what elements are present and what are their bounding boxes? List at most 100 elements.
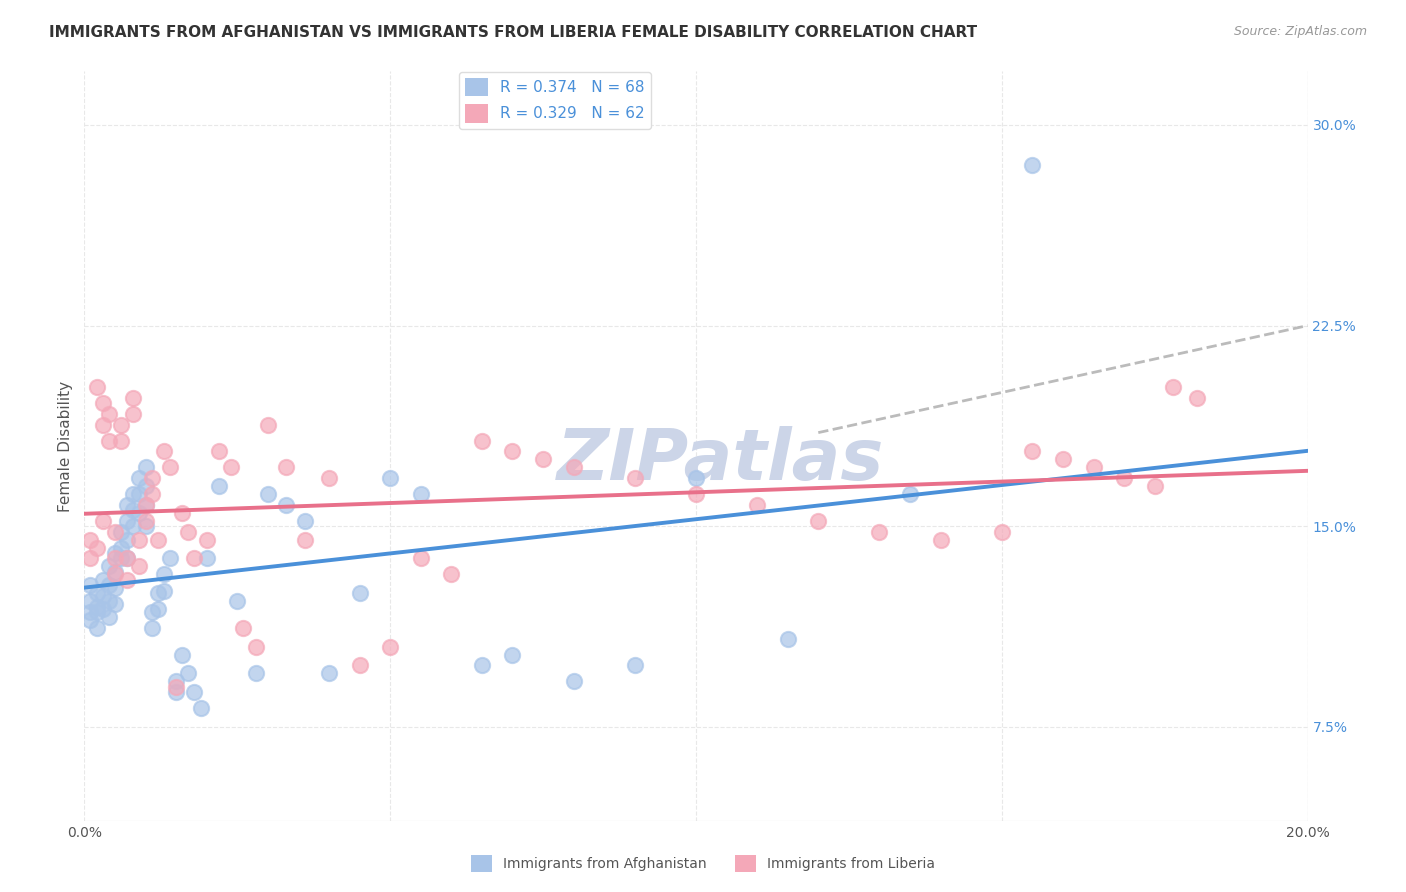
Point [91,396,114,410]
Point [141,605,163,619]
Point [122,519,145,533]
Point [531,452,554,467]
Point [747,498,769,512]
Point [86,599,108,614]
Point [409,551,432,566]
Point [276,498,298,512]
Point [1021,158,1043,172]
Point [172,506,194,520]
Point [183,551,205,566]
Point [318,471,340,485]
Point [128,471,150,485]
Point [135,460,157,475]
Point [502,648,524,662]
Point [349,658,371,673]
Text: ZIPatlas: ZIPatlas [557,426,884,495]
Point [1021,444,1043,458]
Point [177,666,200,681]
Text: IMMIGRANTS FROM AFGHANISTAN VS IMMIGRANTS FROM LIBERIA FEMALE DISABILITY CORRELA: IMMIGRANTS FROM AFGHANISTAN VS IMMIGRANT… [49,25,977,40]
Point [128,506,150,520]
Point [86,586,108,600]
Point [79,578,101,592]
Y-axis label: Female Disability: Female Disability [58,380,73,512]
Point [1143,479,1166,493]
Point [135,519,157,533]
Point [624,471,647,485]
Point [232,621,254,635]
Point [79,594,101,608]
Point [115,551,138,566]
Point [86,621,108,635]
Point [110,417,132,432]
Point [104,565,127,579]
Point [135,498,157,512]
Point [380,471,402,485]
Point [146,586,169,600]
Point [97,407,120,421]
Point [471,434,494,448]
Point [991,524,1014,539]
Point [104,551,127,566]
Point [115,514,138,528]
Point [91,573,114,587]
Point [79,613,101,627]
Point [440,567,463,582]
Point [135,498,157,512]
Point [110,524,132,539]
Point [245,666,267,681]
Point [86,605,108,619]
Point [104,581,127,595]
Point [562,460,585,475]
Point [349,586,371,600]
Point [128,533,150,547]
Point [380,640,402,654]
Point [122,407,145,421]
Point [869,524,891,539]
Point [104,597,127,611]
Point [141,621,163,635]
Point [146,533,169,547]
Point [79,533,101,547]
Point [97,434,120,448]
Point [165,674,187,689]
Point [165,680,187,694]
Point [128,487,150,501]
Point [135,514,157,528]
Point [183,685,205,699]
Point [318,666,340,681]
Point [122,391,145,405]
Point [122,503,145,517]
Point [562,674,585,689]
Point [86,541,108,555]
Point [294,514,316,528]
Point [115,498,138,512]
Point [104,524,127,539]
Point [685,487,707,501]
Point [257,417,280,432]
Point [153,444,176,458]
Point [245,640,267,654]
Point [195,551,218,566]
Point [153,583,176,598]
Point [294,533,316,547]
Point [86,380,108,394]
Point [929,533,952,547]
Point [115,551,138,566]
Point [97,610,120,624]
Point [115,533,138,547]
Point [409,487,432,501]
Point [276,460,298,475]
Point [97,559,120,574]
Point [79,605,101,619]
Point [195,533,218,547]
Legend: R = 0.374   N = 68, R = 0.329   N = 62: R = 0.374 N = 68, R = 0.329 N = 62 [458,71,651,128]
Point [159,551,181,566]
Point [141,471,163,485]
Point [1114,471,1136,485]
Point [146,602,169,616]
Point [91,417,114,432]
Point [115,573,138,587]
Point [91,589,114,603]
Point [190,701,212,715]
Point [110,434,132,448]
